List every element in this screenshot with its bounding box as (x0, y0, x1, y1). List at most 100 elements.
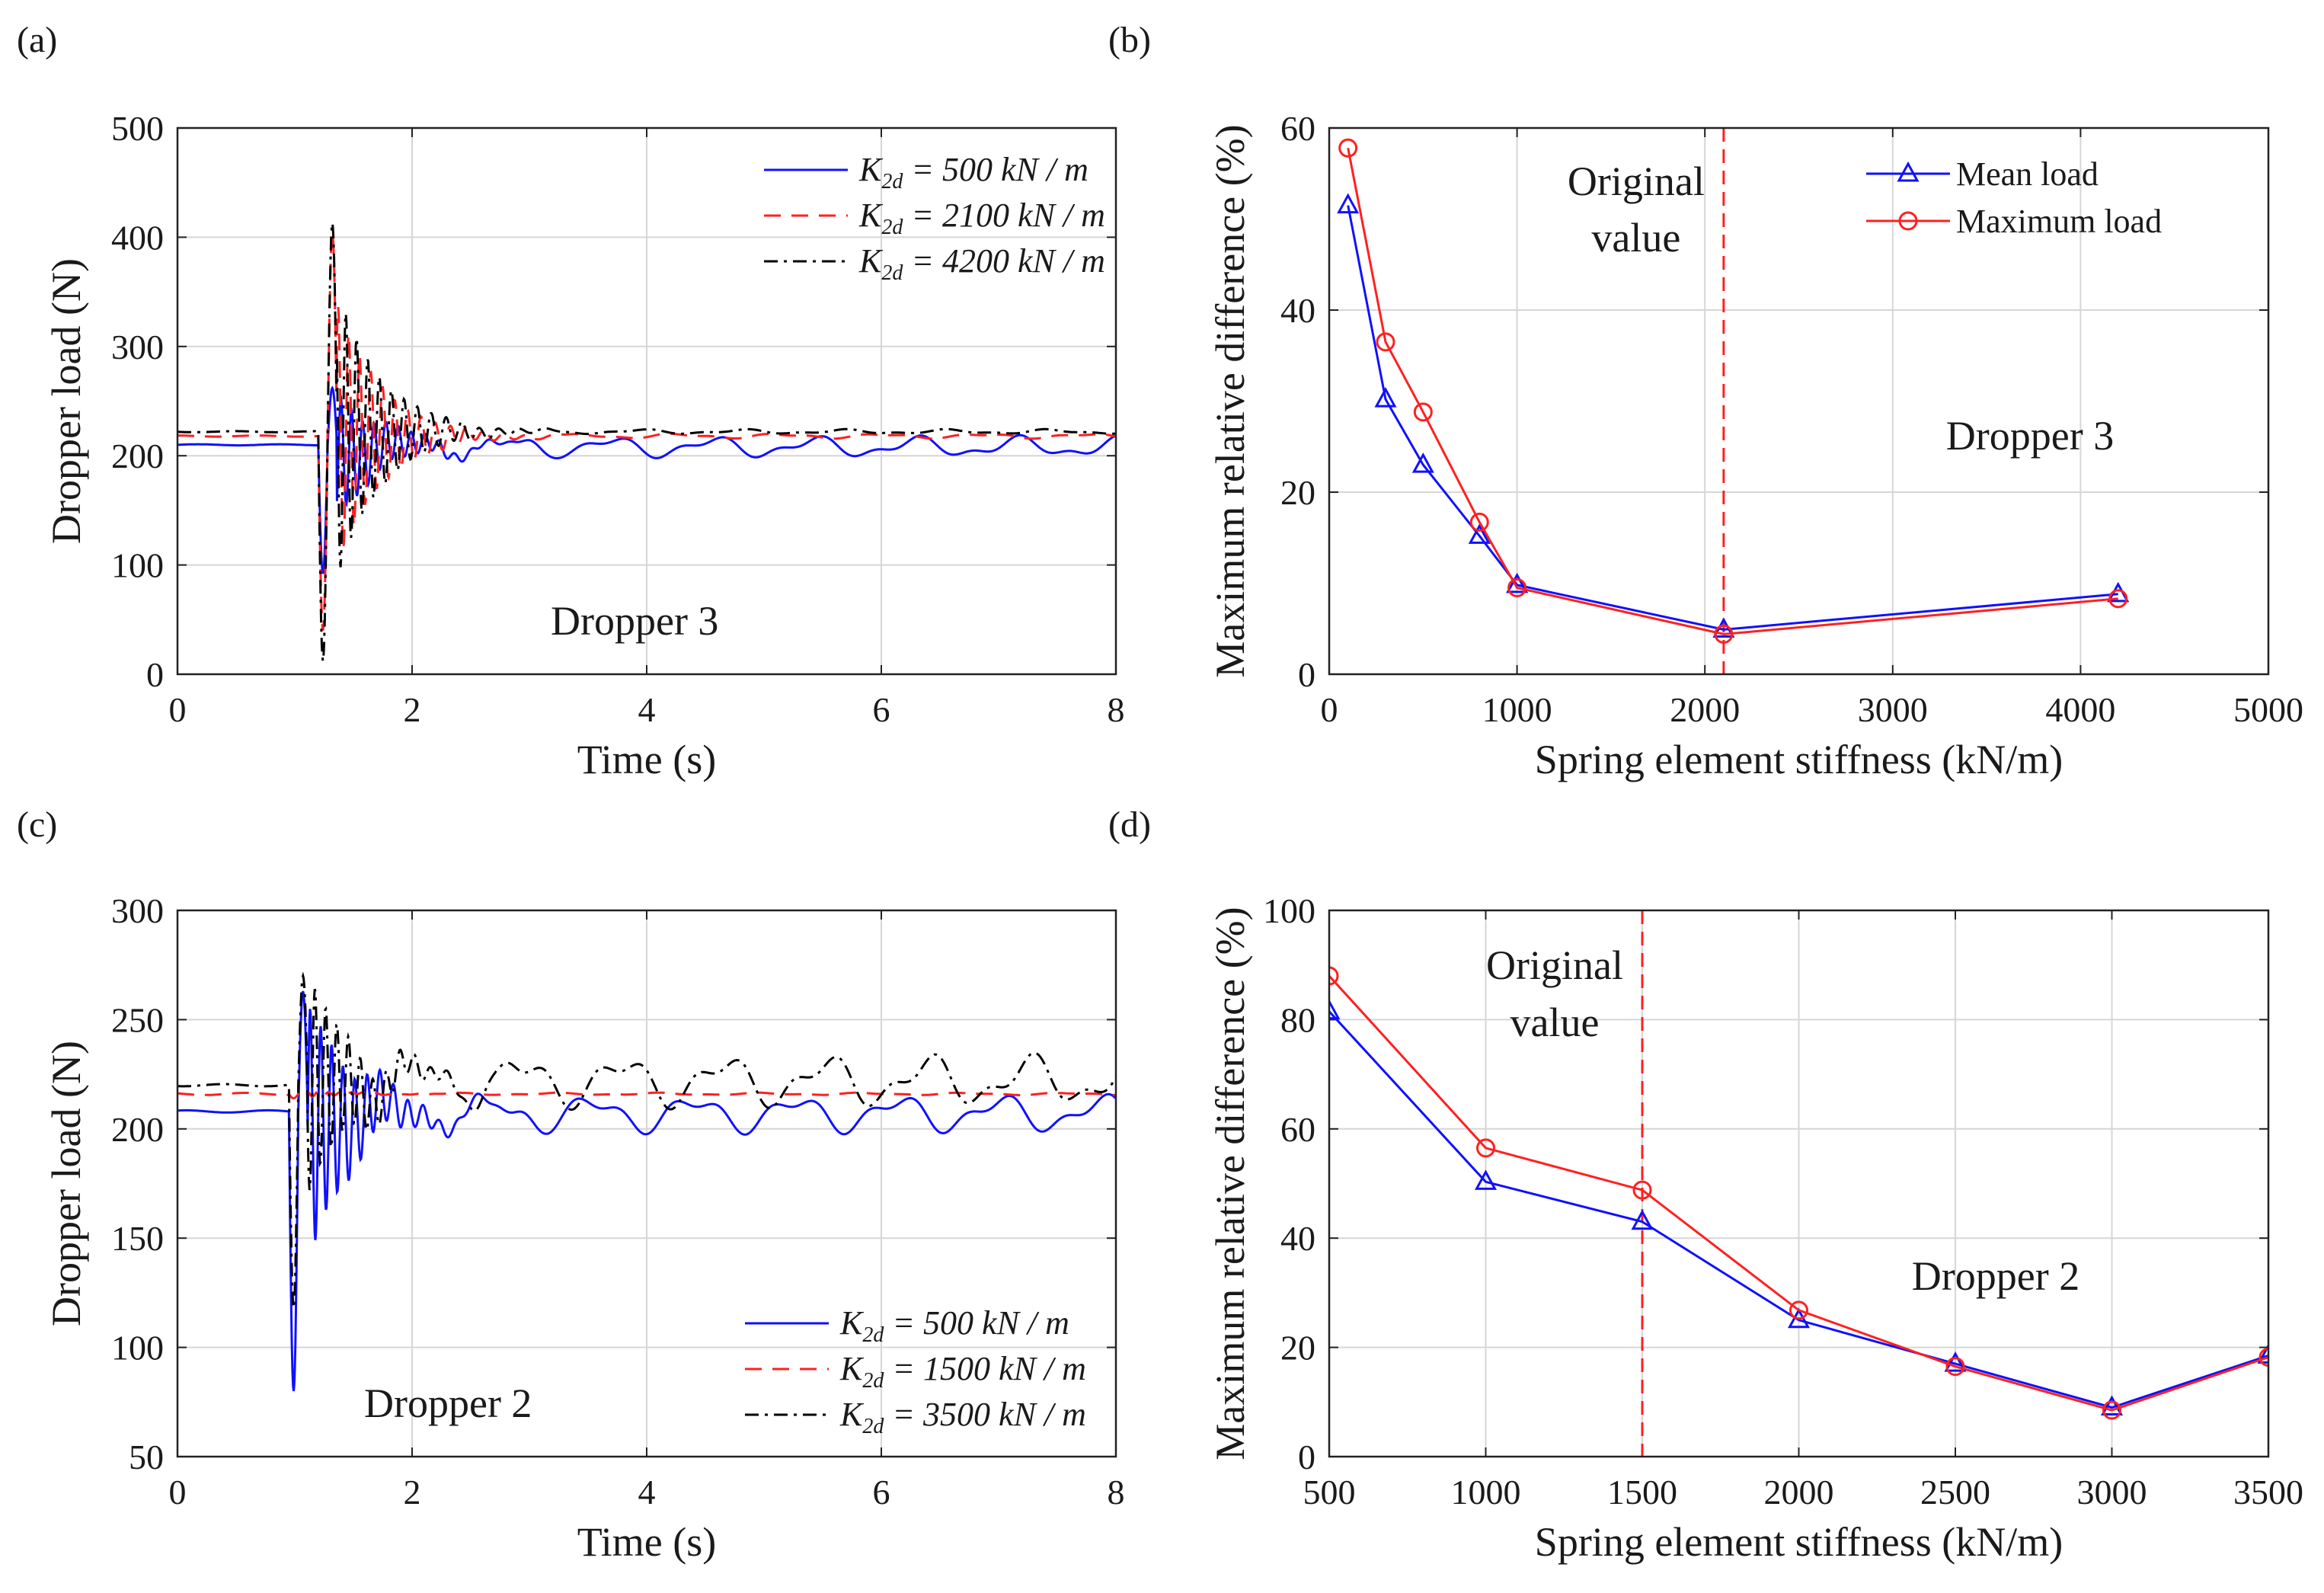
legend-subscript: 2d (862, 1369, 884, 1393)
series-line-1 (1347, 205, 2118, 631)
data-point-circle (1476, 1138, 1495, 1158)
chart-panel-c: 0 2 4 6 8 50 100 150 200 250 300 Time (s) Dropper lo… (17, 804, 1125, 1565)
data-point-triangle (1944, 1351, 1967, 1372)
x-tick-label: 0 (1321, 690, 1338, 729)
axes-frame (1328, 909, 2270, 1458)
data-point-circle (1714, 624, 1734, 644)
y-tick-label: 60 (1280, 109, 1315, 148)
y-tick-label: 400 (111, 218, 164, 257)
x-tick-label: 0 (169, 1473, 187, 1511)
data-point-triangle (2100, 1395, 2124, 1415)
legend-symbol: K (858, 151, 884, 188)
x-tick-label: 8 (1108, 690, 1125, 729)
y-tick-label: 200 (111, 1110, 164, 1149)
legend-value: = 500 kN / m (903, 151, 1088, 188)
data-point-circle (1376, 332, 1395, 352)
x-tick-label: 1000 (1451, 1473, 1521, 1511)
data-point-circle (1507, 577, 1527, 597)
panel-label: (a) (17, 20, 57, 60)
y-tick-label: 150 (111, 1219, 164, 1258)
data-point-triangle (1468, 523, 1491, 544)
legend-value: = 2100 kN / m (903, 197, 1105, 234)
data-point-circle (1338, 138, 1358, 158)
legend-label-1: K2d = 500 kN / m (839, 1304, 1069, 1347)
legend-subscript: 2d (881, 216, 903, 239)
y-tick-label: 50 (129, 1438, 164, 1476)
plot-area (1329, 128, 2268, 674)
annotation-label: Dropper 2 (364, 1380, 532, 1426)
series-group (177, 971, 1116, 1392)
x-tick-label: 3500 (2233, 1473, 2303, 1511)
y-axis-label: Maximum relative difference (%) (1207, 907, 1253, 1460)
x-tick-label: 2500 (1920, 1473, 1990, 1511)
data-point-triangle (1631, 1209, 1654, 1230)
legend-value: = 500 kN / m (884, 1304, 1069, 1342)
legend-symbol: K (839, 1396, 865, 1433)
data-point-circle (1413, 402, 1433, 422)
annotation-label: Dropper 2 (1912, 1253, 2079, 1299)
chart-panel-b: 0 1000 2000 3000 4000 5000 0 20 40 60 Spring eleme… (1108, 20, 2303, 782)
x-tick-label: 5000 (2233, 690, 2303, 729)
annotation-label: Dropper 3 (1946, 413, 2114, 459)
legend-label-3: K2d = 3500 kN / m (839, 1396, 1086, 1438)
y-axis-label: Dropper load (N) (43, 1041, 89, 1326)
x-tick-label: 4 (638, 1473, 656, 1511)
panel-label: (b) (1108, 20, 1151, 60)
y-tick-label: 0 (1298, 655, 1315, 694)
series-group (1329, 910, 2268, 1457)
x-tick-label: 1000 (1482, 690, 1552, 729)
x-axis-label: Spring element stiffness (kN/m) (1535, 737, 2063, 782)
x-tick-label: 6 (873, 690, 890, 729)
data-point-triangle (1474, 1169, 1498, 1190)
data-point-circle (1469, 512, 1489, 532)
series-line-1 (1329, 1010, 2268, 1409)
original-value-label: value (1591, 215, 1680, 261)
series-line-2 (177, 231, 1116, 631)
original-value-label: value (1510, 1000, 1600, 1045)
legend: Mean load Maximum load (1866, 155, 2162, 240)
chart-panel-d: 500 1000 1500 2000 2500 3000 3500 0 20 40 60 80 100 S… (1108, 804, 2303, 1565)
legend-label-3: K2d = 4200 kN / m (858, 242, 1105, 285)
x-tick-label: 500 (1303, 1473, 1356, 1511)
y-tick-label: 60 (1280, 1110, 1315, 1149)
series-line-2 (1329, 974, 2268, 1412)
y-tick-label: 200 (111, 437, 164, 475)
x-tick-label: 6 (873, 1473, 890, 1511)
legend-symbol: K (839, 1350, 865, 1387)
chart-panel-a: 0 2 4 6 8 0 100 200 300 400 500 Time (s) Dropper loa… (17, 20, 1125, 782)
y-tick-label: 250 (111, 1000, 164, 1039)
panel-label: (c) (17, 804, 57, 845)
x-tick-label: 2 (404, 1473, 421, 1511)
y-tick-label: 40 (1280, 291, 1315, 330)
y-tick-label: 40 (1280, 1219, 1315, 1258)
legend-marker (1897, 161, 1920, 182)
y-tick-label: 0 (1298, 1438, 1315, 1476)
y-tick-label: 100 (1263, 891, 1315, 930)
y-axis-label: Dropper load (N) (43, 258, 89, 544)
series-line-1 (177, 385, 1116, 574)
data-point-triangle (2257, 1343, 2268, 1364)
original-value-label: Original (1568, 158, 1705, 204)
legend-label-1: Mean load (1956, 155, 2099, 193)
legend-subscript: 2d (862, 1323, 884, 1347)
panel-label: (d) (1108, 804, 1151, 845)
y-tick-label: 20 (1280, 473, 1315, 512)
data-point-circle (1789, 1300, 1808, 1320)
y-tick-label: 500 (111, 109, 164, 148)
data-point-circle (2102, 1400, 2121, 1420)
x-tick-label: 0 (169, 690, 187, 729)
y-axis-label: Maximum relative difference (%) (1207, 124, 1253, 677)
axes-frame (1328, 126, 2270, 676)
x-tick-label: 2000 (1670, 690, 1740, 729)
y-tick-label: 300 (111, 891, 164, 930)
legend-subscript: 2d (862, 1415, 884, 1438)
x-tick-label: 4 (638, 690, 656, 729)
x-tick-label: 1500 (1607, 1473, 1677, 1511)
data-point-triangle (1411, 453, 1434, 473)
x-tick-label: 2 (404, 690, 421, 729)
legend-label-2: K2d = 2100 kN / m (858, 197, 1105, 239)
data-point-triangle (1329, 999, 1341, 1020)
x-tick-label: 3000 (1858, 690, 1928, 729)
